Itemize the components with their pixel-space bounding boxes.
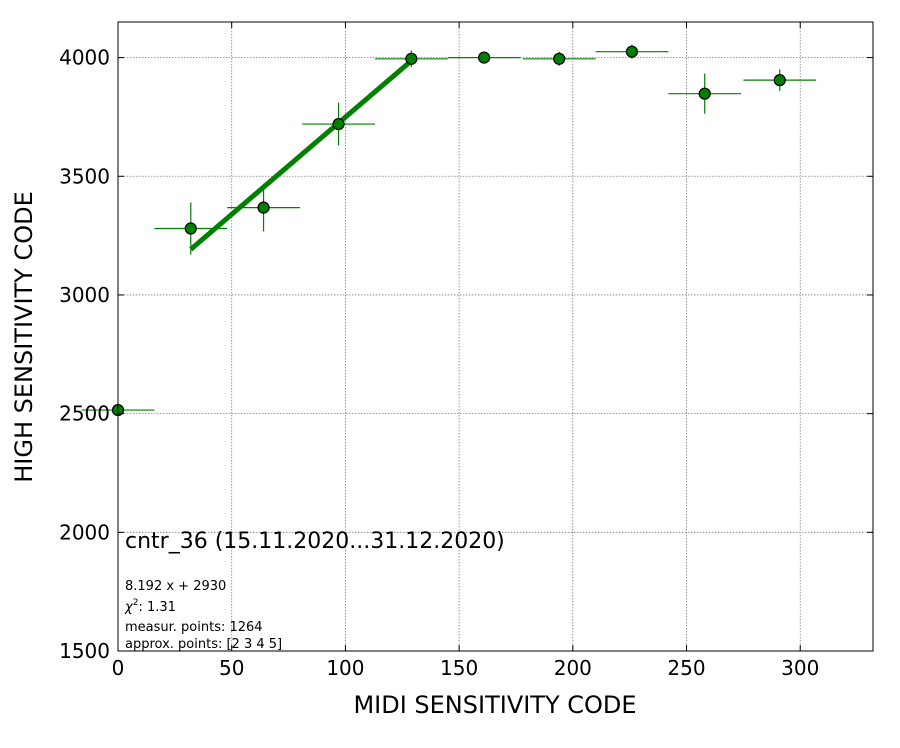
data-point: [374, 50, 448, 68]
annotation-measur-points: measur. points: 1264: [125, 620, 263, 635]
y-tick-label: 1500: [59, 639, 110, 663]
annotation-equation: 8.192 x + 2930: [125, 579, 226, 594]
fit-line: [189, 58, 413, 252]
x-tick-label: 50: [219, 656, 244, 680]
data-point: [743, 69, 817, 91]
point-marker: [698, 87, 711, 100]
data-point: [595, 44, 669, 59]
y-tick-label: 2000: [59, 520, 110, 544]
annotation-approx-points: approx. points: [2 3 4 5]: [125, 637, 282, 652]
ticks: 0 50 100 150 200 250 300 1500 2000 2500 3000 3500 40…: [59, 22, 873, 680]
point-marker: [773, 74, 786, 87]
data-point: [447, 51, 521, 64]
x-tick-label: 100: [326, 656, 364, 680]
point-marker: [184, 222, 197, 235]
point-marker: [625, 45, 639, 58]
chi2-value: : 1.31: [138, 600, 175, 615]
point-marker: [478, 51, 491, 64]
x-tick-label: 150: [440, 656, 478, 680]
data-point: [302, 102, 375, 146]
point-marker: [405, 52, 418, 65]
data-point: [227, 183, 300, 232]
point-marker: [257, 201, 270, 214]
chi2-symbol: χ: [124, 600, 134, 615]
annotation-chi2: χ2: 1.31: [124, 598, 176, 615]
x-tick-label: 300: [781, 656, 819, 680]
x-axis-title: MIDI SENSITIVITY CODE: [353, 691, 636, 719]
annotation-title: cntr_36 (15.11.2020...31.12.2020): [125, 529, 505, 554]
plot-frame: [117, 21, 874, 652]
data-point: [522, 51, 596, 66]
y-tick-label: 3500: [59, 164, 110, 188]
data-points-layer: [81, 44, 817, 417]
fit-line-layer: [189, 58, 413, 252]
y-tick-label: 2500: [59, 402, 110, 426]
x-tick-label: 200: [554, 656, 592, 680]
x-tick-label: 0: [112, 656, 125, 680]
chi2-superscript: 2: [133, 598, 139, 608]
point-marker: [553, 52, 566, 65]
x-tick-label: 250: [667, 656, 705, 680]
point-marker: [332, 117, 345, 131]
data-point: [668, 73, 742, 114]
data-point: [154, 202, 228, 255]
grid: [117, 22, 873, 652]
y-tick-label: 4000: [59, 46, 110, 70]
y-tick-label: 3000: [59, 283, 110, 307]
y-axis-title: HIGH SENSITIVITY CODE: [10, 191, 38, 483]
